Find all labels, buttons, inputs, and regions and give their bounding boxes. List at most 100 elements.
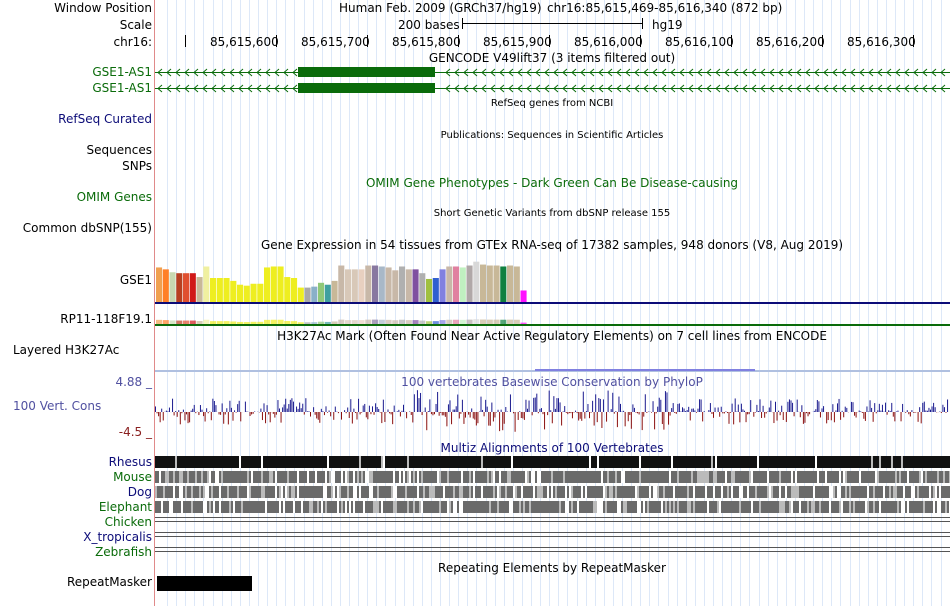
phylop-track-label[interactable]: 100 Vert. Cons [13, 399, 102, 413]
phylop-bar [912, 412, 914, 413]
gtex-tissue-bar [351, 269, 358, 302]
phylop-bar [759, 399, 761, 412]
phylop-bar [750, 400, 752, 412]
multiz-species-chicken[interactable]: Chicken [104, 515, 152, 529]
strand-arrow-icon [805, 68, 811, 77]
gtex-tissue-bar [513, 266, 520, 302]
strand-arrow-icon [787, 68, 793, 77]
strand-arrow-icon [706, 84, 712, 93]
gtex-tissue-bar-gene2 [338, 319, 345, 324]
multiz-gap [217, 471, 219, 483]
multiz-gap [839, 501, 841, 513]
omim-track-title[interactable]: OMIM Gene Phenotypes - Dark Green Can Be… [365, 176, 739, 190]
phylop-track-title[interactable]: 100 vertebrates Basewise Conservation by… [401, 375, 703, 389]
phylop-bar [213, 400, 215, 412]
phylop-bar [799, 412, 801, 418]
multiz-gap [229, 501, 231, 513]
phylop-bar [827, 412, 829, 421]
gtex-chart[interactable] [155, 252, 950, 327]
gencode-track-title[interactable]: GENCODE V49lift37 (3 items filtered out) [428, 51, 676, 65]
strand-arrow-icon [877, 68, 883, 77]
strand-arrow-icon [643, 68, 649, 77]
multiz-gap [669, 471, 671, 483]
multiz-gap [845, 471, 847, 483]
refseq-track-title[interactable]: RefSeq genes from NCBI [490, 98, 614, 109]
h3k27ac-track-label[interactable]: Layered H3K27Ac [13, 343, 120, 357]
gtex-gene2-label[interactable]: RP11-118F19.1 [60, 312, 152, 326]
multiz-species-mouse[interactable]: Mouse [113, 470, 152, 484]
multiz-gap [731, 486, 733, 498]
phylop-bar [638, 412, 640, 415]
dbsnp-track-label[interactable]: Common dbSNP(155) [22, 221, 152, 235]
strand-arrow-icon [634, 68, 640, 77]
gtex-tissue-bar [162, 269, 169, 302]
phylop-bar [886, 412, 888, 415]
phylop-bar [844, 406, 846, 412]
phylop-bar [279, 408, 280, 412]
multiz-gap [751, 471, 753, 483]
phylop-bar [449, 400, 451, 412]
phylop-bar [544, 412, 546, 430]
publications-track-title[interactable]: Publications: Sequences in Scientific Ar… [440, 130, 664, 141]
track-data-area[interactable]: Human Feb. 2009 (GRCh37/hg19) chr16:85,6… [155, 0, 950, 606]
phylop-bar [376, 406, 378, 412]
multiz-gap [555, 486, 557, 498]
multiz-species-elephant[interactable]: Elephant [98, 500, 152, 514]
multiz-gap [455, 501, 457, 513]
phylop-plot[interactable] [155, 388, 950, 440]
multiz-species-xtropicalis[interactable]: X_tropicalis [83, 530, 152, 544]
phylop-bar [513, 412, 515, 414]
gtex-gene1-label[interactable]: GSE1 [119, 273, 152, 287]
phylop-bar [268, 412, 270, 415]
phylop-bar [227, 412, 229, 425]
phylop-bar [341, 412, 342, 420]
gtex-tissue-bar [365, 265, 372, 302]
multiz-gap [263, 486, 265, 498]
repeatmasker-element[interactable] [157, 576, 252, 591]
multiz-gap [419, 501, 421, 513]
phylop-bar [289, 399, 291, 412]
strand-arrow-icon [760, 84, 766, 93]
h3k27ac-track-title[interactable]: H3K27Ac Mark (Often Found Near Active Re… [277, 329, 827, 343]
phylop-bar [785, 412, 787, 422]
multiz-gap [381, 501, 383, 513]
strand-arrow-icon [751, 68, 757, 77]
multiz-gap [791, 471, 793, 483]
omim-track-label[interactable]: OMIM Genes [76, 190, 152, 204]
h3k27ac-signal-peak [535, 369, 755, 371]
strand-arrow-icon [247, 68, 253, 77]
gtex-tissue-bar [237, 284, 244, 302]
strand-arrow-icon [193, 84, 199, 93]
refseq-track-label[interactable]: RefSeq Curated [58, 112, 152, 126]
multiz-gap [665, 501, 667, 513]
phylop-bar [263, 403, 265, 412]
gtex-tissue-bar-gene2 [473, 319, 480, 324]
publications-sequences-label[interactable]: Sequences [86, 143, 152, 157]
strand-arrow-icon [688, 68, 694, 77]
multiz-gap [179, 471, 181, 483]
phylop-bar [468, 412, 470, 415]
phylop-bar [272, 412, 274, 414]
multiz-species-rhesus[interactable]: Rhesus [108, 455, 152, 469]
multiz-gap [287, 471, 289, 483]
phylop-bar [547, 412, 549, 416]
multiz-track-title[interactable]: Multiz Alignments of 100 Vertebrates [440, 441, 664, 455]
phylop-bar [348, 412, 350, 418]
gtex-track-title[interactable]: Gene Expression in 54 tissues from GTEx … [260, 238, 844, 252]
multiz-species-zebrafish[interactable]: Zebrafish [95, 545, 152, 559]
dbsnp-track-title[interactable]: Short Genetic Variants from dbSNP releas… [433, 208, 671, 219]
multiz-empty-row [155, 551, 950, 552]
ruler-tick [458, 35, 459, 47]
gencode-item-label-1[interactable]: GSE1-AS1 [92, 65, 152, 79]
multiz-species-dog[interactable]: Dog [127, 485, 152, 499]
publications-snps-label[interactable]: SNPs [122, 159, 152, 173]
multiz-gap [883, 486, 885, 498]
repeatmasker-track-title[interactable]: Repeating Elements by RepeatMasker [438, 561, 666, 575]
strand-arrow-icon [598, 84, 604, 93]
multiz-alignment-blocks[interactable] [155, 455, 950, 560]
phylop-bar [872, 412, 874, 422]
phylop-bar [841, 410, 843, 412]
multiz-gap [673, 501, 675, 513]
gencode-item-label-2[interactable]: GSE1-AS1 [92, 81, 152, 95]
repeatmasker-track-label[interactable]: RepeatMasker [66, 575, 152, 589]
